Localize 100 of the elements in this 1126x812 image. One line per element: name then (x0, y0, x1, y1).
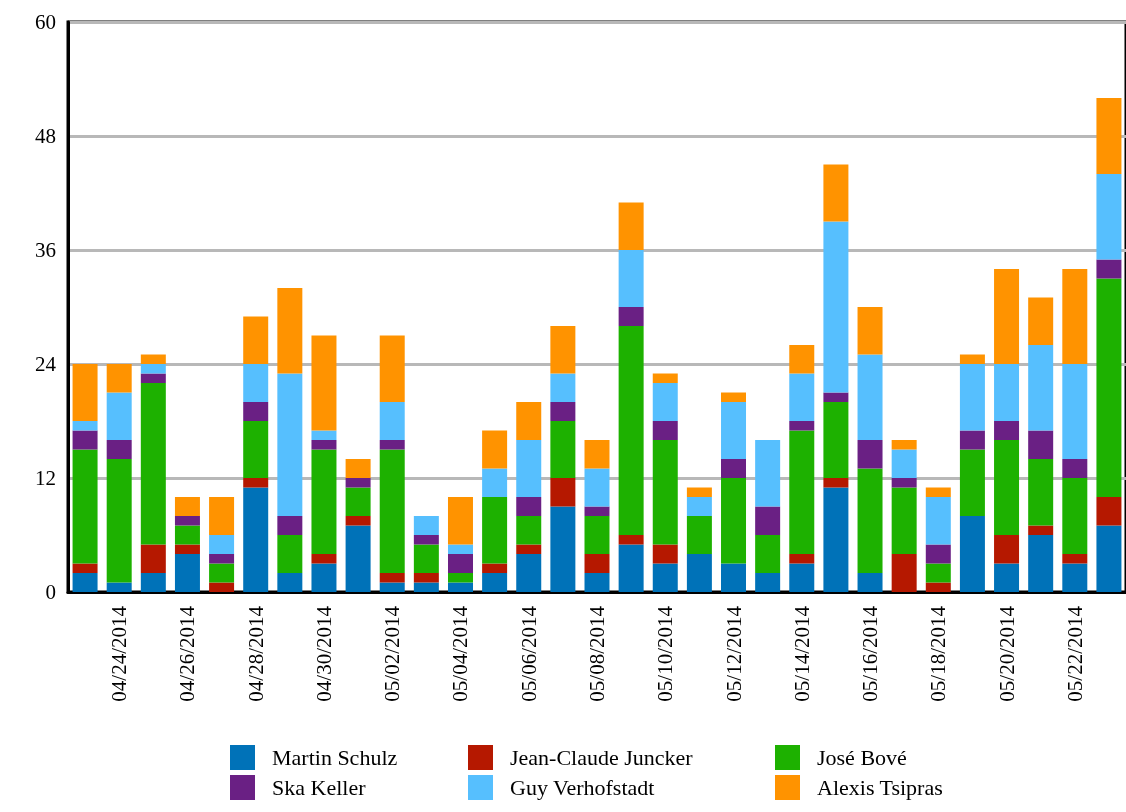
bar (686, 516, 712, 554)
bar (618, 535, 644, 545)
bar (1028, 345, 1054, 431)
bar (1028, 535, 1054, 592)
bar (686, 497, 712, 516)
bar (789, 563, 815, 592)
bar (823, 392, 849, 402)
bar (789, 421, 815, 431)
bar (447, 544, 473, 554)
bar (618, 307, 644, 326)
bar (584, 506, 610, 516)
bar (106, 459, 132, 583)
bar (140, 354, 166, 364)
bar (1096, 98, 1122, 174)
bar (959, 449, 985, 516)
bar (652, 421, 678, 440)
bar (959, 354, 985, 364)
bar (755, 535, 781, 573)
bar (891, 449, 917, 478)
bar (447, 554, 473, 573)
bar (209, 563, 235, 583)
bar (550, 326, 576, 374)
bar (243, 421, 269, 478)
bar (311, 335, 337, 431)
bar (686, 554, 712, 592)
x-tick-label: 05/06/2014 (516, 605, 541, 702)
bar (994, 421, 1020, 440)
bar (243, 364, 269, 402)
bar (482, 563, 508, 573)
legend-label: Ska Keller (272, 775, 367, 800)
bar (618, 250, 644, 307)
x-tick-label: 05/18/2014 (926, 605, 951, 702)
bar (106, 582, 132, 592)
y-tick-label: 0 (45, 580, 56, 604)
bar (550, 373, 576, 402)
bar (721, 459, 747, 478)
x-tick-label: 05/20/2014 (994, 605, 1019, 702)
bar (686, 487, 712, 497)
bar (550, 478, 576, 507)
bar (345, 459, 371, 478)
bar (823, 487, 849, 592)
bar (174, 554, 200, 592)
bar (1062, 478, 1088, 554)
bar (891, 440, 917, 450)
bar (959, 364, 985, 431)
bar (106, 364, 132, 393)
bar (652, 563, 678, 592)
bar (652, 544, 678, 564)
bar (618, 326, 644, 535)
bar (925, 497, 951, 545)
bar (379, 573, 405, 583)
bar (311, 449, 337, 554)
x-tick-label: 05/12/2014 (721, 605, 746, 702)
bar (1028, 459, 1054, 526)
x-tick-label: 05/22/2014 (1062, 605, 1087, 702)
bar (413, 516, 439, 535)
bar (345, 487, 371, 516)
bar (243, 316, 269, 364)
bar (482, 497, 508, 564)
bar (721, 563, 747, 592)
x-tick-label: 04/24/2014 (107, 605, 132, 702)
bar (994, 269, 1020, 364)
bar (277, 573, 303, 592)
bar (413, 544, 439, 573)
bar (311, 430, 337, 440)
bar (755, 440, 781, 507)
bar (209, 554, 235, 564)
bar (857, 307, 883, 355)
bar (174, 516, 200, 526)
bar (209, 497, 235, 535)
x-tick-label: 04/26/2014 (175, 605, 200, 702)
bar (652, 373, 678, 383)
bar (516, 440, 542, 497)
bar (1062, 364, 1088, 459)
bar (311, 563, 337, 592)
bar (584, 516, 610, 554)
bar (550, 421, 576, 478)
bar (345, 478, 371, 488)
bar (925, 563, 951, 583)
x-tick-label: 05/08/2014 (585, 605, 609, 702)
bar (1096, 525, 1122, 592)
bar (72, 563, 98, 573)
bar (857, 573, 883, 592)
bar (857, 440, 883, 469)
bar (823, 221, 849, 393)
bar (959, 516, 985, 592)
bar (379, 335, 405, 402)
bar (1028, 525, 1054, 535)
bar (72, 421, 98, 431)
bar (379, 440, 405, 450)
bar (789, 345, 815, 374)
bar (72, 573, 98, 592)
bar (925, 487, 951, 497)
bar (755, 573, 781, 592)
bar (516, 554, 542, 592)
bar (1028, 297, 1054, 345)
x-tick-label: 04/28/2014 (243, 605, 268, 702)
bar (482, 573, 508, 592)
bar (243, 487, 269, 592)
bar (891, 487, 917, 554)
